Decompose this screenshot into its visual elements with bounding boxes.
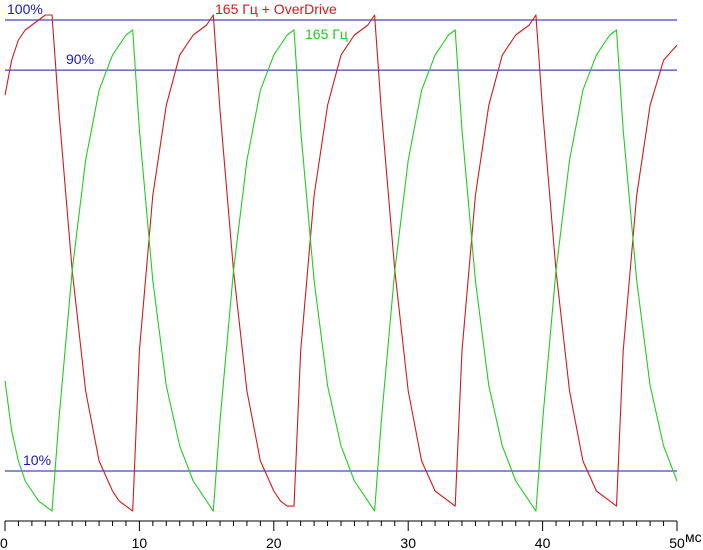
x-tick-label: 40: [535, 535, 551, 550]
reference-label-90: 90%: [66, 51, 94, 67]
reference-label-100: 100%: [7, 1, 43, 17]
x-tick-label: 30: [400, 535, 416, 550]
x-axis: 0 10 20 30 40 50 мс: [0, 520, 702, 550]
reference-lines: [5, 19, 677, 472]
series-lines: [4, 14, 678, 512]
series-line-2: [4, 29, 678, 512]
series-label-1: 165 Гц + OverDrive: [215, 1, 337, 17]
labels: 100% 90% 10% 165 Гц + OverDrive 165 Гц: [7, 1, 348, 468]
reference-label-10: 10%: [23, 452, 51, 468]
x-tick-label: 10: [132, 535, 148, 550]
series-line-1: [4, 14, 678, 512]
x-axis-unit: мс: [685, 529, 702, 545]
x-tick-label: 50: [669, 535, 685, 550]
x-tick-label: 20: [266, 535, 282, 550]
x-tick-label: 0: [0, 535, 8, 550]
x-axis-ticks: 0 10 20 30 40 50: [0, 521, 685, 550]
series-label-2: 165 Гц: [305, 26, 348, 42]
